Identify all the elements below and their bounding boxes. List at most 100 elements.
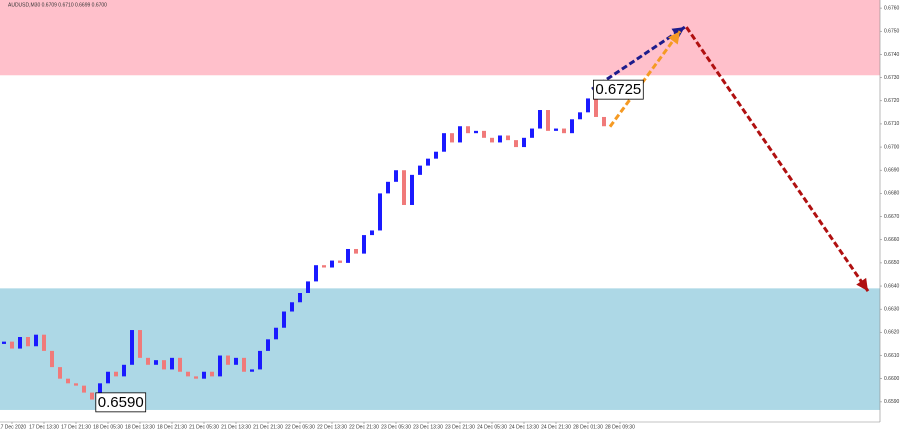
x-tick-label: 18 Dec 13:30 (125, 424, 155, 430)
x-tick-label: 28 Dec 01:30 (573, 424, 603, 430)
candle (26, 336, 30, 347)
candle (458, 126, 462, 143)
candle (386, 181, 390, 194)
x-tick-label: 23 Dec 21:30 (445, 424, 475, 430)
zones (0, 0, 880, 410)
candle (602, 116, 606, 127)
candle (242, 357, 246, 372)
candle (194, 376, 198, 379)
y-tick-label: 0.6730 (884, 75, 900, 81)
candles (2, 98, 606, 400)
y-tick-label: 0.6590 (884, 399, 900, 405)
y-tick-label: 0.6700 (884, 144, 900, 150)
y-tick-label: 0.6660 (884, 237, 900, 243)
y-tick-label: 0.6610 (884, 353, 900, 359)
axes: 0.6760 0.6750 0.6740 0.6730 0.6720 0.6710 0.67… (0, 5, 900, 430)
candle (426, 158, 430, 166)
candle (474, 130, 478, 134)
x-tick-label: 17 Dec 21:30 (61, 424, 91, 430)
annotations: 0.6725 0.6590 (95, 79, 644, 413)
candle (258, 350, 262, 370)
candle (346, 248, 350, 263)
candle (586, 98, 590, 113)
candle (554, 128, 558, 131)
candle (10, 341, 14, 349)
candle (402, 170, 406, 205)
annotation-box (593, 79, 644, 100)
candle (250, 369, 254, 372)
y-tick-label: 0.6640 (884, 283, 900, 289)
candle (130, 330, 134, 365)
y-tick-label: 0.6600 (884, 376, 900, 382)
candle (178, 357, 182, 372)
candle (466, 126, 470, 134)
candle (298, 292, 302, 303)
candle (202, 371, 206, 379)
candle (34, 334, 38, 347)
candle (162, 360, 166, 370)
x-tick-label: 28 Dec 09:30 (605, 424, 635, 430)
candle (170, 357, 174, 370)
candle (282, 311, 286, 328)
candle (506, 135, 510, 141)
candle (138, 330, 142, 358)
x-tick-label: 18 Dec 21:30 (157, 424, 187, 430)
candle (394, 170, 398, 182)
y-tick-label: 0.6720 (884, 98, 900, 104)
y-tick-label: 0.6670 (884, 214, 900, 220)
candle (114, 371, 118, 377)
candle (322, 265, 326, 268)
forecast-arrow (608, 30, 682, 128)
candle (562, 128, 566, 134)
chart-title: AUDUSD,M30 0.6709 0.6710 0.6699 0.6700 (8, 2, 107, 8)
x-tick-label: 24 Dec 13:30 (509, 424, 539, 430)
candle (74, 383, 78, 386)
x-tick-label: 24 Dec 21:30 (541, 424, 571, 430)
candle (154, 360, 158, 365)
candle (570, 119, 574, 134)
y-tick-label: 0.6760 (884, 5, 900, 11)
x-tick-label: 22 Dec 21:30 (349, 424, 379, 430)
candle (226, 355, 230, 365)
candle (514, 140, 518, 148)
candle (218, 355, 222, 377)
candle (266, 339, 270, 351)
x-tick-label: 18 Dec 05:30 (93, 424, 123, 430)
candle (90, 392, 94, 400)
x-tick-label: 17 Dec 13:30 (29, 424, 59, 430)
candle (370, 230, 374, 236)
candle (522, 137, 526, 148)
y-tick-label: 0.6740 (884, 52, 900, 58)
x-tick-label: 22 Dec 05:30 (285, 424, 315, 430)
candle (578, 112, 582, 120)
candle (594, 98, 598, 117)
candle (306, 281, 310, 293)
arrows (591, 25, 870, 292)
x-tick-label: 21 Dec 21:30 (253, 424, 283, 430)
candle (450, 133, 454, 143)
annotation: 0.6590 (98, 394, 144, 411)
candle (314, 265, 318, 282)
candle (50, 350, 54, 368)
candle (122, 364, 126, 377)
candle (274, 327, 278, 340)
candle (442, 133, 446, 152)
candle (490, 137, 494, 143)
candle (538, 110, 542, 129)
candle (530, 128, 534, 138)
candle (498, 135, 502, 143)
candle (98, 383, 102, 400)
candle (210, 371, 214, 377)
x-tick-label: 17 Dec 2020 (0, 424, 26, 430)
candle (546, 110, 550, 131)
annotation: 0.6725 (595, 81, 641, 98)
zone (0, 288, 880, 410)
candle (434, 151, 438, 159)
arrowhead (668, 31, 680, 45)
candle (482, 130, 486, 138)
candle (106, 371, 110, 384)
y-tick-label: 0.6690 (884, 168, 900, 174)
y-tick-label: 0.6750 (884, 29, 900, 35)
x-tick-label: 23 Dec 05:30 (381, 424, 411, 430)
